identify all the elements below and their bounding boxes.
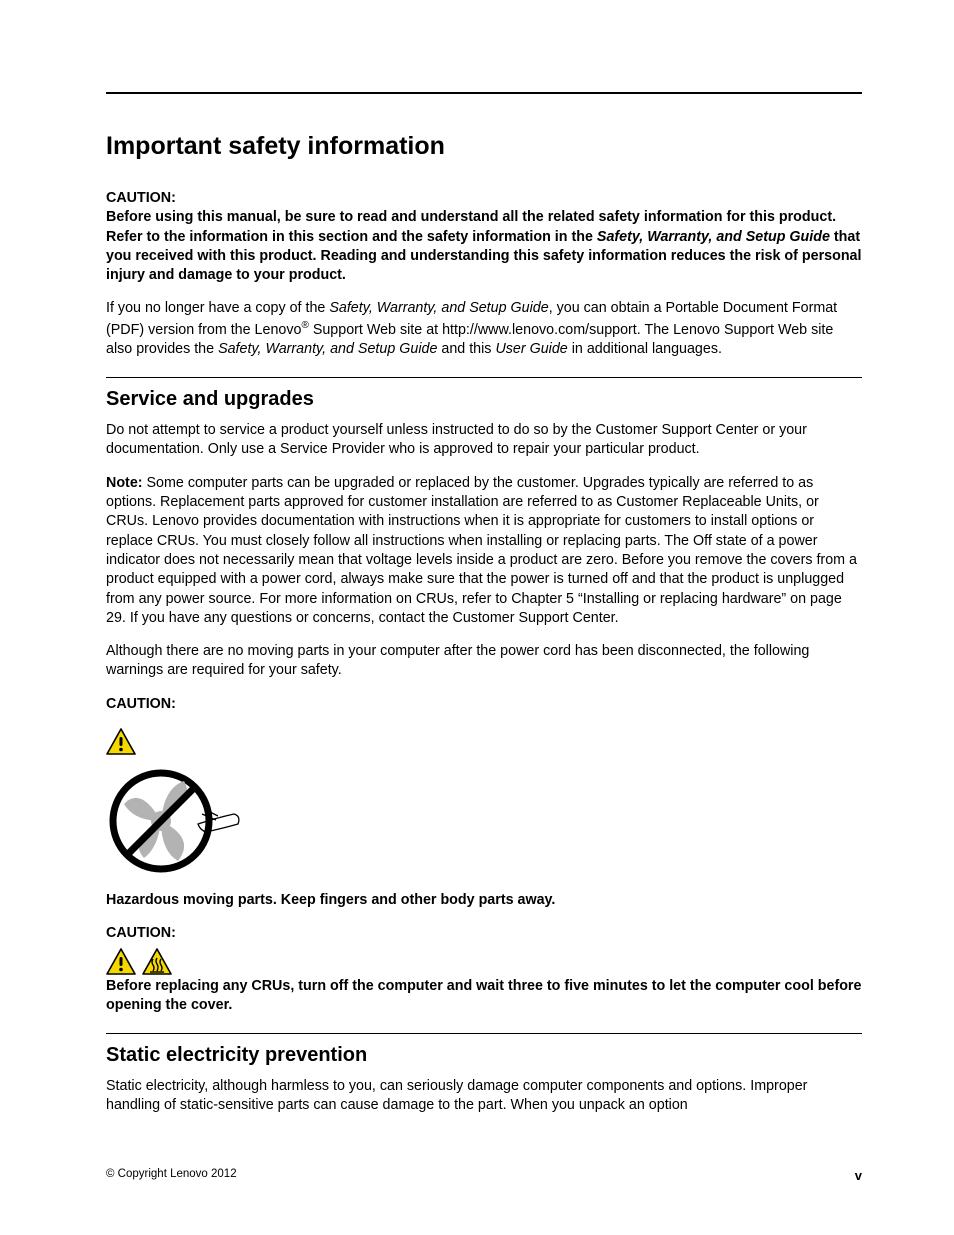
intro-caution-italic: Safety, Warranty, and Setup Guide [597,229,830,245]
service-p3: Although there are no moving parts in yo… [106,642,862,681]
hazard-text: Hazardous moving parts. Keep fingers and… [106,891,862,910]
service-p2: Some computer parts can be upgraded or r… [106,475,857,626]
registered-mark: ® [301,320,308,331]
static-heading: Static electricity prevention [106,1044,862,1067]
section-rule-2 [106,1033,862,1034]
section-rule-1 [106,377,862,378]
caution-label-2: CAUTION: [106,695,862,714]
intro-p2-t4: and this [437,341,495,357]
service-p1: Do not attempt to service a product your… [106,421,862,460]
document-page: Important safety information CAUTION: Be… [0,0,954,1235]
caution-intro: CAUTION: Before using this manual, be su… [106,189,862,285]
caution-label-3: CAUTION: [106,924,862,943]
hot-surface-icon [142,948,172,975]
note-label: Note: [106,475,143,491]
service-note: Note: Some computer parts can be upgrade… [106,474,862,628]
service-heading: Service and upgrades [106,388,862,411]
page-footer: © Copyright Lenovo 2012 v [106,1168,862,1183]
warning-triangle-icon [106,948,136,975]
no-touch-fan-icon [106,766,862,881]
static-p1: Static electricity, although harmless to… [106,1077,862,1116]
page-number: v [855,1168,862,1183]
warning-icons-row [106,948,862,975]
cru-caution-text: Before replacing any CRUs, turn off the … [106,977,862,1016]
caution-label: CAUTION: [106,190,176,206]
warning-icon-1 [106,728,862,760]
intro-p2: If you no longer have a copy of the Safe… [106,299,862,359]
top-rule [106,92,862,94]
page-title: Important safety information [106,132,862,161]
copyright-text: © Copyright Lenovo 2012 [106,1168,237,1183]
intro-p2-t5: in additional languages. [568,341,722,357]
intro-p2-i3: User Guide [495,341,567,357]
warning-triangle-icon [106,728,136,755]
intro-p2-t1: If you no longer have a copy of the [106,300,329,316]
intro-p2-i1: Safety, Warranty, and Setup Guide [329,300,548,316]
intro-p2-i2: Safety, Warranty, and Setup Guide [218,341,437,357]
